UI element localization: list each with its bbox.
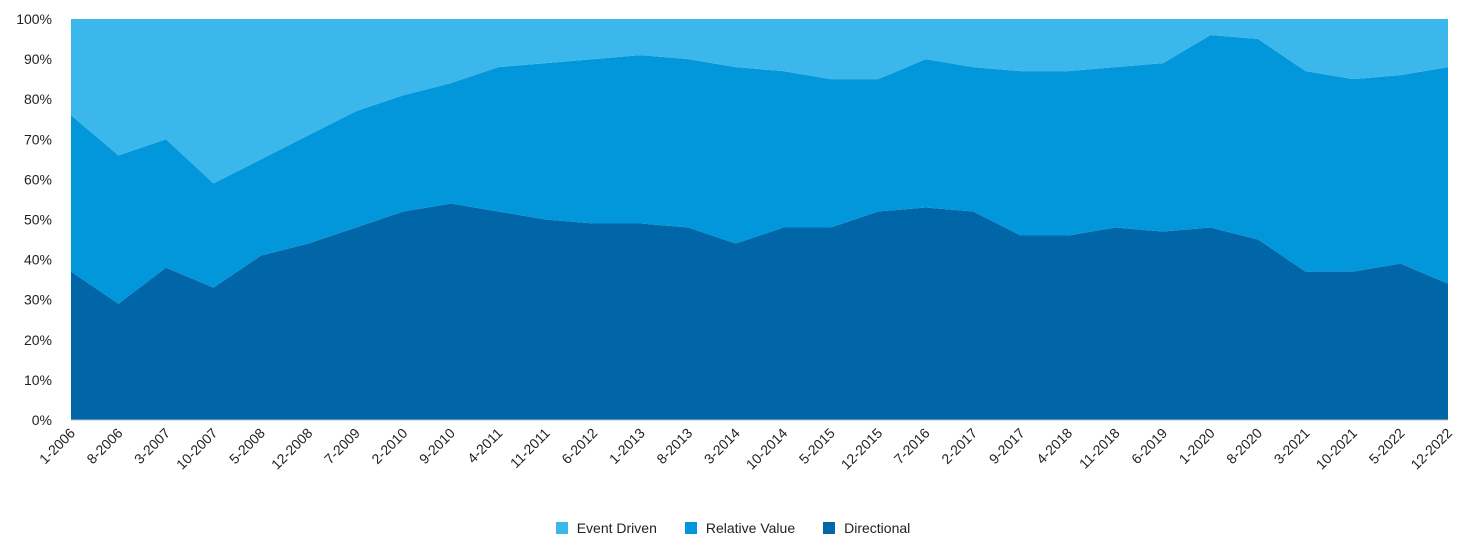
x-tick-label: 8-2020 xyxy=(1223,425,1265,467)
legend-label-event-driven: Event Driven xyxy=(576,520,657,536)
y-tick-label: 40% xyxy=(24,252,52,268)
x-tick-label: 12-2008 xyxy=(268,425,316,473)
y-tick-label: 100% xyxy=(16,11,52,27)
legend: Event Driven Relative Value Directional xyxy=(0,520,1466,536)
y-tick-label: 0% xyxy=(32,412,52,428)
x-tick-label: 7-2009 xyxy=(321,425,363,467)
y-tick-label: 70% xyxy=(24,131,52,147)
x-tick-label: 1-2020 xyxy=(1176,425,1218,467)
x-tick-label: 11-2011 xyxy=(507,425,553,471)
area-event-driven xyxy=(71,19,1448,184)
legend-item-directional: Directional xyxy=(823,520,910,536)
x-axis-tick-labels: 1-2006 8-2006 3-2007 10-2007 5-2008 12-2008 7-… xyxy=(36,425,1455,473)
y-tick-label: 30% xyxy=(24,292,52,308)
x-tick-label: 12-2015 xyxy=(838,425,886,473)
x-tick-label: 8-2006 xyxy=(83,425,125,467)
y-tick-label: 90% xyxy=(24,51,52,67)
legend-swatch-directional xyxy=(823,522,836,534)
legend-item-event-driven: Event Driven xyxy=(555,520,657,536)
y-tick-label: 60% xyxy=(24,171,52,187)
legend-label-directional: Directional xyxy=(844,520,911,536)
x-tick-label: 9-2017 xyxy=(986,425,1028,467)
x-tick-label: 2-2017 xyxy=(938,425,980,467)
x-tick-label: 6-2019 xyxy=(1128,425,1170,467)
x-tick-label: 2-2010 xyxy=(368,425,410,467)
x-tick-label: 9-2010 xyxy=(416,425,458,467)
legend-swatch-relative-value xyxy=(684,522,697,534)
x-tick-label: 3-2014 xyxy=(701,425,743,467)
x-tick-label: 10-2014 xyxy=(743,425,791,473)
legend-label-relative-value: Relative Value xyxy=(705,520,796,536)
x-tick-label: 3-2007 xyxy=(131,425,173,467)
y-tick-label: 20% xyxy=(24,332,52,348)
legend-swatch-event-driven xyxy=(555,522,568,534)
x-tick-label: 4-2018 xyxy=(1033,425,1075,467)
x-tick-label: 11-2018 xyxy=(1076,425,1123,472)
x-tick-label: 10-2021 xyxy=(1313,425,1361,473)
x-tick-label: 12-2022 xyxy=(1407,425,1455,473)
x-tick-label: 6-2012 xyxy=(558,425,600,467)
area-relative-value xyxy=(71,35,1448,304)
x-tick-label: 7-2016 xyxy=(891,425,933,467)
y-tick-label: 80% xyxy=(24,91,52,107)
x-tick-label: 8-2013 xyxy=(653,425,695,467)
area-layers xyxy=(71,19,1448,420)
x-tick-label: 10-2007 xyxy=(173,425,221,473)
area-directional xyxy=(71,203,1448,420)
x-tick-label: 5-2008 xyxy=(226,425,268,467)
x-tick-label: 5-2022 xyxy=(1365,425,1407,467)
x-tick-label: 4-2011 xyxy=(464,425,506,467)
x-tick-label: 1-2006 xyxy=(36,425,78,467)
y-axis-tick-labels: 0% 10% 20% 30% 40% 50% 60% 70% 80% 90% 100% xyxy=(16,11,52,428)
legend-item-relative-value: Relative Value xyxy=(684,520,796,536)
x-tick-label: 1-2013 xyxy=(606,425,648,467)
x-tick-label: 5-2015 xyxy=(796,425,838,467)
y-tick-label: 10% xyxy=(24,372,52,388)
y-tick-label: 50% xyxy=(24,212,52,228)
x-tick-label: 3-2021 xyxy=(1271,425,1313,467)
